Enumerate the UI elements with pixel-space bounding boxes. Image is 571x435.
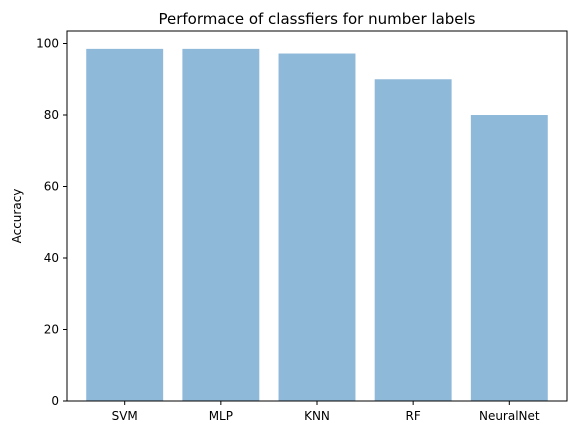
y-tick-label: 80 [44, 108, 59, 122]
y-axis: 0 20 40 60 80 100 [36, 37, 67, 408]
bar-svm [86, 48, 164, 402]
chart-title: Performace of classfiers for number labe… [159, 10, 476, 28]
bar-rf [374, 79, 452, 402]
y-tick-label: 20 [44, 323, 59, 337]
y-tick-label: 100 [36, 37, 59, 51]
x-tick-label: MLP [209, 409, 233, 423]
bar-neuralnet [470, 115, 548, 402]
x-tick-label: NeuralNet [479, 409, 540, 423]
bar-knn [278, 53, 356, 402]
y-tick-label: 40 [44, 251, 59, 265]
x-axis: SVM MLP KNN RF NeuralNet [112, 401, 540, 423]
plot-area [86, 48, 548, 402]
y-axis-label: Accuracy [10, 189, 24, 244]
x-tick-label: KNN [304, 409, 330, 423]
y-tick-label: 60 [44, 180, 59, 194]
y-tick-label: 0 [51, 394, 59, 408]
bar-mlp [182, 48, 260, 402]
x-tick-label: RF [406, 409, 421, 423]
x-tick-label: SVM [112, 409, 138, 423]
